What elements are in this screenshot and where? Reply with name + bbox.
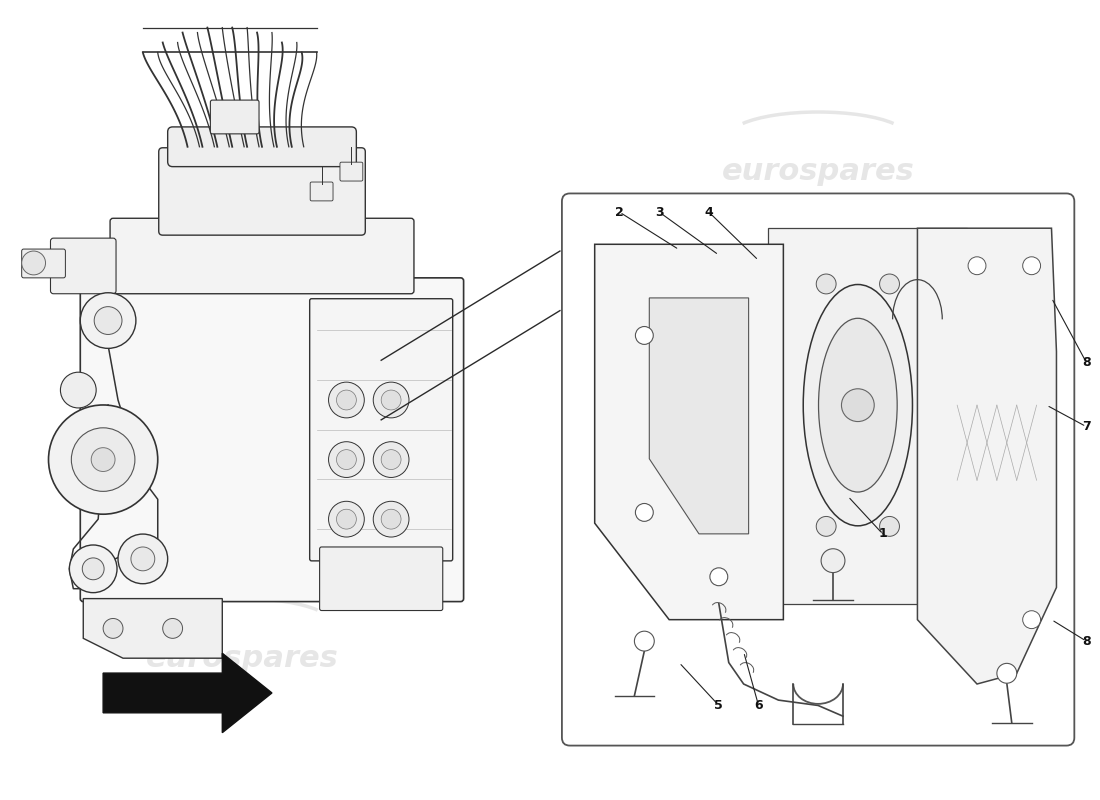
Circle shape: [710, 568, 728, 586]
Circle shape: [337, 450, 356, 470]
Text: 5: 5: [714, 699, 723, 712]
Circle shape: [880, 517, 900, 536]
Circle shape: [82, 558, 104, 580]
Circle shape: [22, 251, 45, 275]
Circle shape: [636, 326, 653, 344]
Circle shape: [131, 547, 155, 571]
Text: 3: 3: [654, 206, 663, 218]
Polygon shape: [595, 244, 783, 620]
Text: 6: 6: [755, 699, 763, 712]
Polygon shape: [649, 298, 749, 534]
FancyBboxPatch shape: [210, 100, 258, 134]
Circle shape: [842, 389, 874, 422]
Circle shape: [337, 510, 356, 529]
Circle shape: [373, 502, 409, 537]
Circle shape: [337, 390, 356, 410]
Circle shape: [329, 502, 364, 537]
Text: 4: 4: [704, 206, 713, 218]
Circle shape: [636, 503, 653, 522]
Circle shape: [329, 442, 364, 478]
Polygon shape: [84, 598, 222, 658]
Circle shape: [373, 382, 409, 418]
Circle shape: [69, 545, 117, 593]
Text: 2: 2: [615, 206, 624, 218]
Circle shape: [72, 428, 135, 491]
Circle shape: [80, 293, 136, 348]
FancyBboxPatch shape: [51, 238, 116, 294]
FancyBboxPatch shape: [22, 249, 65, 278]
Text: 1: 1: [878, 527, 887, 540]
Circle shape: [95, 306, 122, 334]
FancyBboxPatch shape: [310, 298, 453, 561]
Circle shape: [373, 442, 409, 478]
Circle shape: [821, 549, 845, 573]
Polygon shape: [917, 228, 1056, 684]
Text: 7: 7: [1082, 420, 1090, 433]
Ellipse shape: [803, 285, 913, 526]
Circle shape: [382, 390, 402, 410]
Polygon shape: [103, 654, 272, 733]
FancyBboxPatch shape: [80, 278, 463, 602]
Circle shape: [635, 631, 654, 651]
Circle shape: [1023, 257, 1041, 274]
Text: eurospares: eurospares: [722, 157, 914, 186]
Circle shape: [48, 405, 157, 514]
Ellipse shape: [818, 318, 898, 492]
Circle shape: [382, 510, 402, 529]
Circle shape: [118, 534, 167, 584]
Circle shape: [103, 618, 123, 638]
FancyBboxPatch shape: [340, 162, 363, 181]
Text: eurospares: eurospares: [744, 586, 893, 610]
Circle shape: [997, 663, 1016, 683]
FancyBboxPatch shape: [158, 148, 365, 235]
FancyBboxPatch shape: [167, 127, 356, 166]
Circle shape: [968, 257, 986, 274]
FancyBboxPatch shape: [110, 218, 414, 294]
FancyBboxPatch shape: [562, 194, 1075, 746]
Circle shape: [163, 618, 183, 638]
Circle shape: [60, 372, 96, 408]
Circle shape: [329, 382, 364, 418]
FancyBboxPatch shape: [310, 182, 333, 201]
Circle shape: [1023, 610, 1041, 629]
FancyBboxPatch shape: [320, 547, 442, 610]
Circle shape: [382, 450, 402, 470]
Text: eurospares: eurospares: [146, 644, 339, 673]
Text: 8: 8: [1082, 634, 1090, 648]
Text: 8: 8: [1082, 356, 1090, 369]
Circle shape: [91, 448, 116, 471]
Circle shape: [816, 517, 836, 536]
Polygon shape: [769, 228, 967, 603]
Circle shape: [880, 274, 900, 294]
Circle shape: [816, 274, 836, 294]
